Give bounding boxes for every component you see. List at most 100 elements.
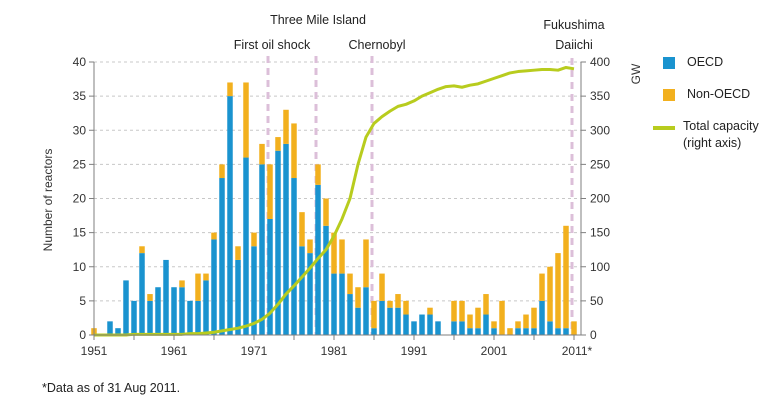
bar-oecd	[107, 321, 113, 335]
bar-oecd	[187, 300, 193, 335]
y-tick-label: 40	[73, 55, 87, 69]
bar-non-oecd	[243, 82, 249, 158]
footnote: *Data as of 31 Aug 2011.	[42, 381, 181, 395]
bar-oecd	[459, 321, 465, 335]
non-oecd-swatch	[663, 89, 675, 101]
y2-tick-label: 200	[590, 192, 610, 206]
bar-oecd	[427, 314, 433, 335]
bar-oecd	[267, 218, 273, 335]
event-label: First oil shock	[234, 38, 311, 52]
x-tick-label: 1981	[321, 344, 348, 358]
x-tick-label: 1951	[81, 344, 108, 358]
bar-non-oecd	[355, 287, 361, 308]
bar-non-oecd	[371, 300, 377, 329]
bar-non-oecd	[219, 164, 225, 179]
bar-oecd	[171, 287, 177, 335]
event-label: Chernobyl	[349, 38, 406, 52]
bar-oecd	[211, 239, 217, 335]
y2-tick-label: 250	[590, 157, 610, 171]
y2-tick-label: 50	[590, 294, 604, 308]
bar-non-oecd	[267, 164, 273, 219]
bar-non-oecd	[339, 239, 345, 274]
legend-item-non-oecd: Non-OECD	[658, 87, 759, 119]
bar-oecd	[155, 287, 161, 335]
bar-non-oecd	[139, 246, 145, 254]
bar-oecd	[483, 314, 489, 335]
bar-non-oecd	[515, 321, 521, 329]
bar-non-oecd	[283, 109, 289, 144]
bar-oecd	[411, 321, 417, 335]
bar-non-oecd	[427, 307, 433, 315]
bar-non-oecd	[275, 137, 281, 151]
capacity-swatch	[653, 126, 675, 130]
bar-non-oecd	[291, 123, 297, 179]
bar-non-oecd	[347, 273, 353, 295]
bar-non-oecd	[235, 246, 241, 260]
bar-oecd	[403, 314, 409, 335]
legend-label-capacity: Total capacity (right axis)	[683, 119, 759, 150]
bar-oecd	[259, 164, 265, 335]
capacity-line	[94, 65, 575, 337]
bar-non-oecd	[491, 321, 497, 329]
bar-oecd	[547, 321, 553, 335]
event-label: Fukushima	[543, 18, 604, 32]
bar-oecd	[419, 314, 425, 335]
bar-oecd	[371, 328, 377, 335]
x-tick-label: 1971	[241, 344, 268, 358]
bar-oecd	[355, 307, 361, 335]
y2-tick-label: 400	[590, 55, 610, 69]
x-tick-label: 2011*	[562, 344, 593, 358]
bar-non-oecd	[259, 143, 265, 165]
bar-non-oecd	[363, 239, 369, 288]
legend-label-capacity-line1: Total capacity	[683, 119, 759, 133]
legend-label-oecd: OECD	[687, 55, 724, 69]
bar-oecd	[451, 321, 457, 335]
bar-non-oecd	[379, 273, 385, 301]
bar-oecd	[251, 246, 257, 335]
x-tick-label: 1961	[161, 344, 188, 358]
bar-oecd	[563, 328, 569, 335]
y2-tick-label: 350	[590, 89, 610, 103]
bar-non-oecd	[531, 307, 537, 329]
bar-non-oecd	[147, 294, 153, 301]
y-tick-label: 10	[73, 260, 87, 274]
y2-tick-label: 100	[590, 260, 610, 274]
bar-oecd	[243, 157, 249, 335]
bar-non-oecd	[211, 232, 217, 240]
y2-tick-label: 0	[590, 328, 597, 342]
bar-non-oecd	[307, 239, 313, 254]
bar-non-oecd	[227, 82, 233, 97]
bar-oecd	[323, 225, 329, 335]
bar-non-oecd	[539, 273, 545, 301]
bar-non-oecd	[451, 300, 457, 322]
bar-oecd	[115, 328, 121, 335]
bar-oecd	[147, 300, 153, 335]
bar-non-oecd	[507, 328, 513, 335]
legend-label-non-oecd: Non-OECD	[687, 87, 751, 101]
bar-oecd	[235, 259, 241, 335]
bar-oecd	[227, 96, 233, 335]
bar-oecd	[195, 300, 201, 335]
bar-non-oecd	[499, 300, 505, 335]
legend-label-capacity-line2: (right axis)	[683, 136, 742, 150]
bar-oecd	[491, 328, 497, 335]
y-axis-title: Number of reactors	[41, 149, 55, 252]
bar-non-oecd	[467, 314, 473, 329]
y2-tick-label: 150	[590, 226, 610, 240]
bar-oecd	[531, 328, 537, 335]
bar-oecd	[467, 328, 473, 335]
y2-tick-label: 300	[590, 123, 610, 137]
legend: OECD Non-OECD Total capacity (right axis…	[653, 55, 759, 151]
bar-non-oecd	[483, 294, 489, 315]
bar-oecd	[291, 178, 297, 335]
bar-oecd	[387, 307, 393, 335]
bar-oecd	[139, 253, 145, 335]
event-label: Daiichi	[555, 38, 593, 52]
bar-oecd	[379, 300, 385, 335]
y-tick-label: 35	[73, 89, 87, 103]
bar-non-oecd	[179, 280, 185, 288]
event-label: Three Mile Island	[270, 13, 366, 27]
bar-non-oecd	[395, 294, 401, 308]
oecd-swatch	[663, 57, 675, 69]
